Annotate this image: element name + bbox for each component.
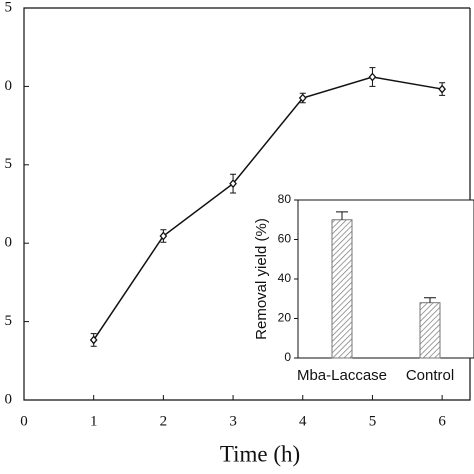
x-tick-label: 2 [160,413,168,429]
y-tick-label: 0 [5,235,13,251]
y-tick-label: 60 [278,232,292,246]
y-tick-label: 0 [284,350,291,364]
y-axis-title: Removal yield (%) [253,218,270,340]
y-tick-label: 20 [278,311,292,325]
marker [438,84,446,94]
bar [419,302,441,359]
x-tick-label: 6 [438,413,446,429]
marker [368,72,377,82]
marker [89,335,98,345]
x-tick-label: 1 [90,413,98,429]
y-tick-label: 5 [5,156,13,172]
y-tick-label: 0 [5,78,13,94]
y-tick-label: 5 [5,313,13,329]
bar [331,219,353,359]
data-line [93,76,443,341]
error-bar [424,297,436,303]
inset-frame [297,199,474,359]
x-tick-label: 5 [369,413,377,429]
marker [229,179,237,189]
x-axis-title: Time (h) [220,441,300,466]
x-tick-label: Mba-Laccase [297,367,387,384]
marker [159,231,168,241]
marker [298,93,307,103]
x-tick-label: 4 [299,413,307,429]
x-tick-label: Control [406,367,454,384]
y-tick-label: 80 [278,192,292,206]
x-tick-label: 3 [229,413,237,429]
x-tick-label: 0 [20,413,28,429]
y-tick-label: 0 [5,391,13,407]
error-bar [336,211,348,220]
y-tick-label: 5 [5,0,13,15]
y-tick-label: 40 [278,271,292,285]
